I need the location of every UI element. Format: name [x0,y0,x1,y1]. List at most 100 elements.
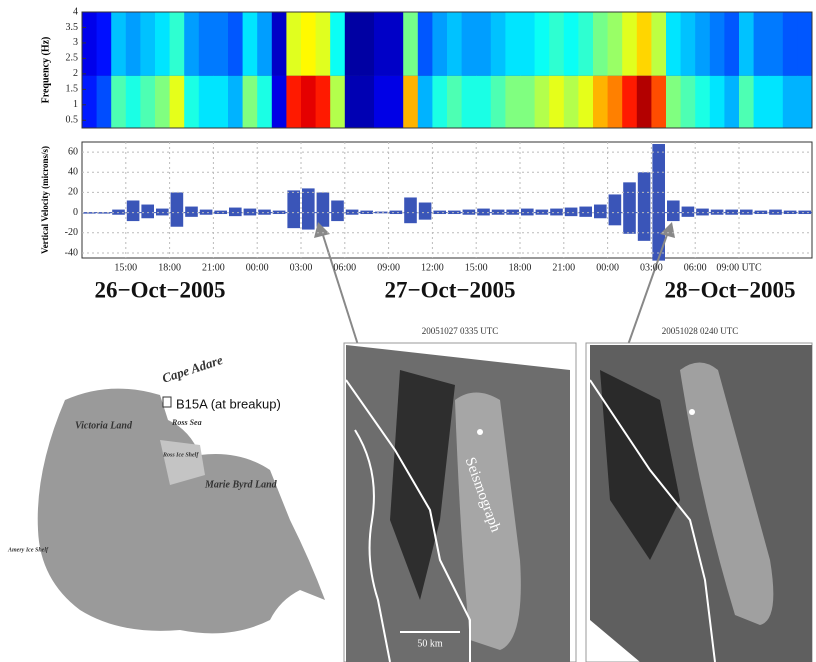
spectrogram-cell [739,75,755,128]
spectrogram-cell [739,12,755,76]
spectrogram-cell [301,75,317,128]
y-tick-label: 40 [68,167,78,178]
spectrogram-cell [228,12,244,76]
x-tick-label: 03:00 [640,262,663,273]
iceberg [680,362,774,625]
amplitude-envelope [185,206,198,217]
spectrogram-cell [315,12,331,76]
amplitude-envelope [725,209,738,215]
satellite-image [346,345,570,662]
amplitude-envelope [696,208,709,216]
spectrogram-cell [125,12,141,76]
spectrogram-cell [636,75,652,128]
spectrogram-cell [476,12,492,76]
spectrogram-cell [96,12,112,76]
spectrogram-cell [403,12,419,76]
x-tick-label: 15:00 [114,262,137,273]
spectrogram-cell [432,12,448,76]
spectrogram-cell [417,75,433,128]
amplitude-envelope [754,210,768,215]
seismograph-marker [689,409,695,415]
amplitude-envelope [637,172,651,241]
y-label: Frequency (Hz) [40,37,51,104]
map-label: Ross Ice Shelf [162,452,199,458]
spectrogram-cell [797,12,813,76]
seismogram [82,144,812,261]
spectrogram-cell [140,75,156,128]
map-label: Cape Adare [160,352,224,386]
x-tick-label: 06:00 [333,262,356,273]
spectrogram-cell [666,75,682,128]
y-tick-label: 3.5 [66,22,79,33]
amplitude-envelope [272,210,286,215]
spectrogram-cell [140,12,156,76]
y-tick-label: 2.5 [66,53,79,64]
spectrogram-cell [271,12,287,76]
date-label: 28−Oct−2005 [665,277,796,302]
spectrogram-cell [242,12,258,76]
spectrogram-cell [82,12,98,76]
spectrogram-cell [301,12,317,76]
arrowhead [660,222,675,238]
spectrogram-cell [797,75,813,128]
amplitude-envelope [199,209,213,215]
spectrogram-cell [490,75,506,128]
spectrogram-cell [563,12,579,76]
amplitude-envelope [316,192,330,227]
spectrogram-cell [505,12,521,76]
amplitude-envelope [783,210,797,215]
spectrogram-border [81,11,813,129]
amplitude-envelope [535,209,549,215]
spectrogram-cell [563,75,579,128]
spectrogram-cell [680,75,696,128]
amplitude-envelope [769,209,782,215]
amplitude-envelope [798,210,811,215]
iceberg [455,392,521,650]
spectrogram-cell [593,75,609,128]
x-tick-label: 21:00 [202,262,225,273]
amplitude-envelope [360,210,373,215]
amplitude-envelope [243,208,257,216]
amplitude-envelope [156,208,169,216]
date-label: 27−Oct−2005 [385,277,516,302]
spectrogram-cell [578,12,594,76]
amplitude-envelope [287,190,300,229]
spectrogram-cell [184,75,200,128]
amplitude-envelope [258,209,271,215]
spectrogram-cell [651,12,667,76]
map-label: Marie Byrd Land [204,479,278,490]
seismograph-marker [477,429,483,435]
spectrogram-cell [753,75,769,128]
amplitude-envelope [740,209,753,215]
spectrogram-cell [549,12,565,76]
map-label: B15A (at breakup) [176,396,281,411]
spectrogram-cell [593,12,609,76]
spectrogram-cell [242,75,258,128]
arrowhead [314,222,330,238]
y-tick-label: 3 [73,37,78,48]
map-label: Ross Sea [171,418,202,427]
amplitude-envelope [83,212,96,214]
amplitude-envelope [170,192,184,227]
spectrogram-cell [330,75,346,128]
amplitude-envelope [389,210,403,215]
map-label: Amery Ice Shelf [7,547,49,553]
spectrogram-cell [111,12,127,76]
amplitude-envelope [564,207,578,217]
x-tick-label: 00:00 [246,262,269,273]
y-tick-label: 1 [73,99,78,110]
spectrogram-cell [695,75,711,128]
spectrogram-cell [461,12,477,76]
x-tick-label: 18:00 [509,262,532,273]
amplitude-envelope [579,206,592,217]
spectrogram-cell [155,75,171,128]
spectrogram-cell [198,75,214,128]
spectrogram-cell [607,12,623,76]
x-tick-label: 06:00 [684,262,707,273]
spectrogram-cell [768,12,784,76]
amplitude-envelope [229,207,242,217]
spectrogram-cell [198,12,214,76]
spectrogram-cell [374,75,390,128]
x-tick-label: 03:00 [290,262,313,273]
